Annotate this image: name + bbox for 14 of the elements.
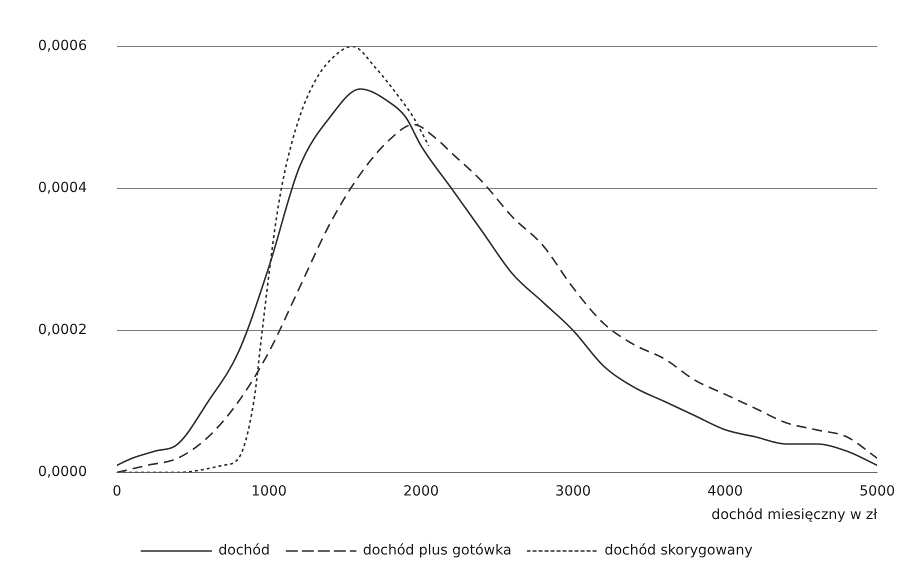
legend-label: dochód plus gotówka xyxy=(362,542,512,559)
x-tick-label: 3000 xyxy=(555,483,591,500)
x-tick-label: 2000 xyxy=(403,483,439,500)
y-tick-label: 0,0000 xyxy=(38,464,87,480)
y-tick-label: 0,0006 xyxy=(38,38,88,54)
x-axis-title: dochód miesięczny w zł xyxy=(711,507,878,524)
x-tick-label: 5000 xyxy=(859,483,896,500)
y-tick-label: 0,0004 xyxy=(38,180,88,196)
y-tick-label: 0,0002 xyxy=(38,322,87,338)
legend-label: dochód xyxy=(218,542,270,559)
x-tick-label: 4000 xyxy=(707,483,743,500)
x-tick-label: 1000 xyxy=(251,483,287,500)
x-tick-label: 0 xyxy=(112,483,122,500)
legend-label: dochód skorygowany xyxy=(604,542,753,559)
